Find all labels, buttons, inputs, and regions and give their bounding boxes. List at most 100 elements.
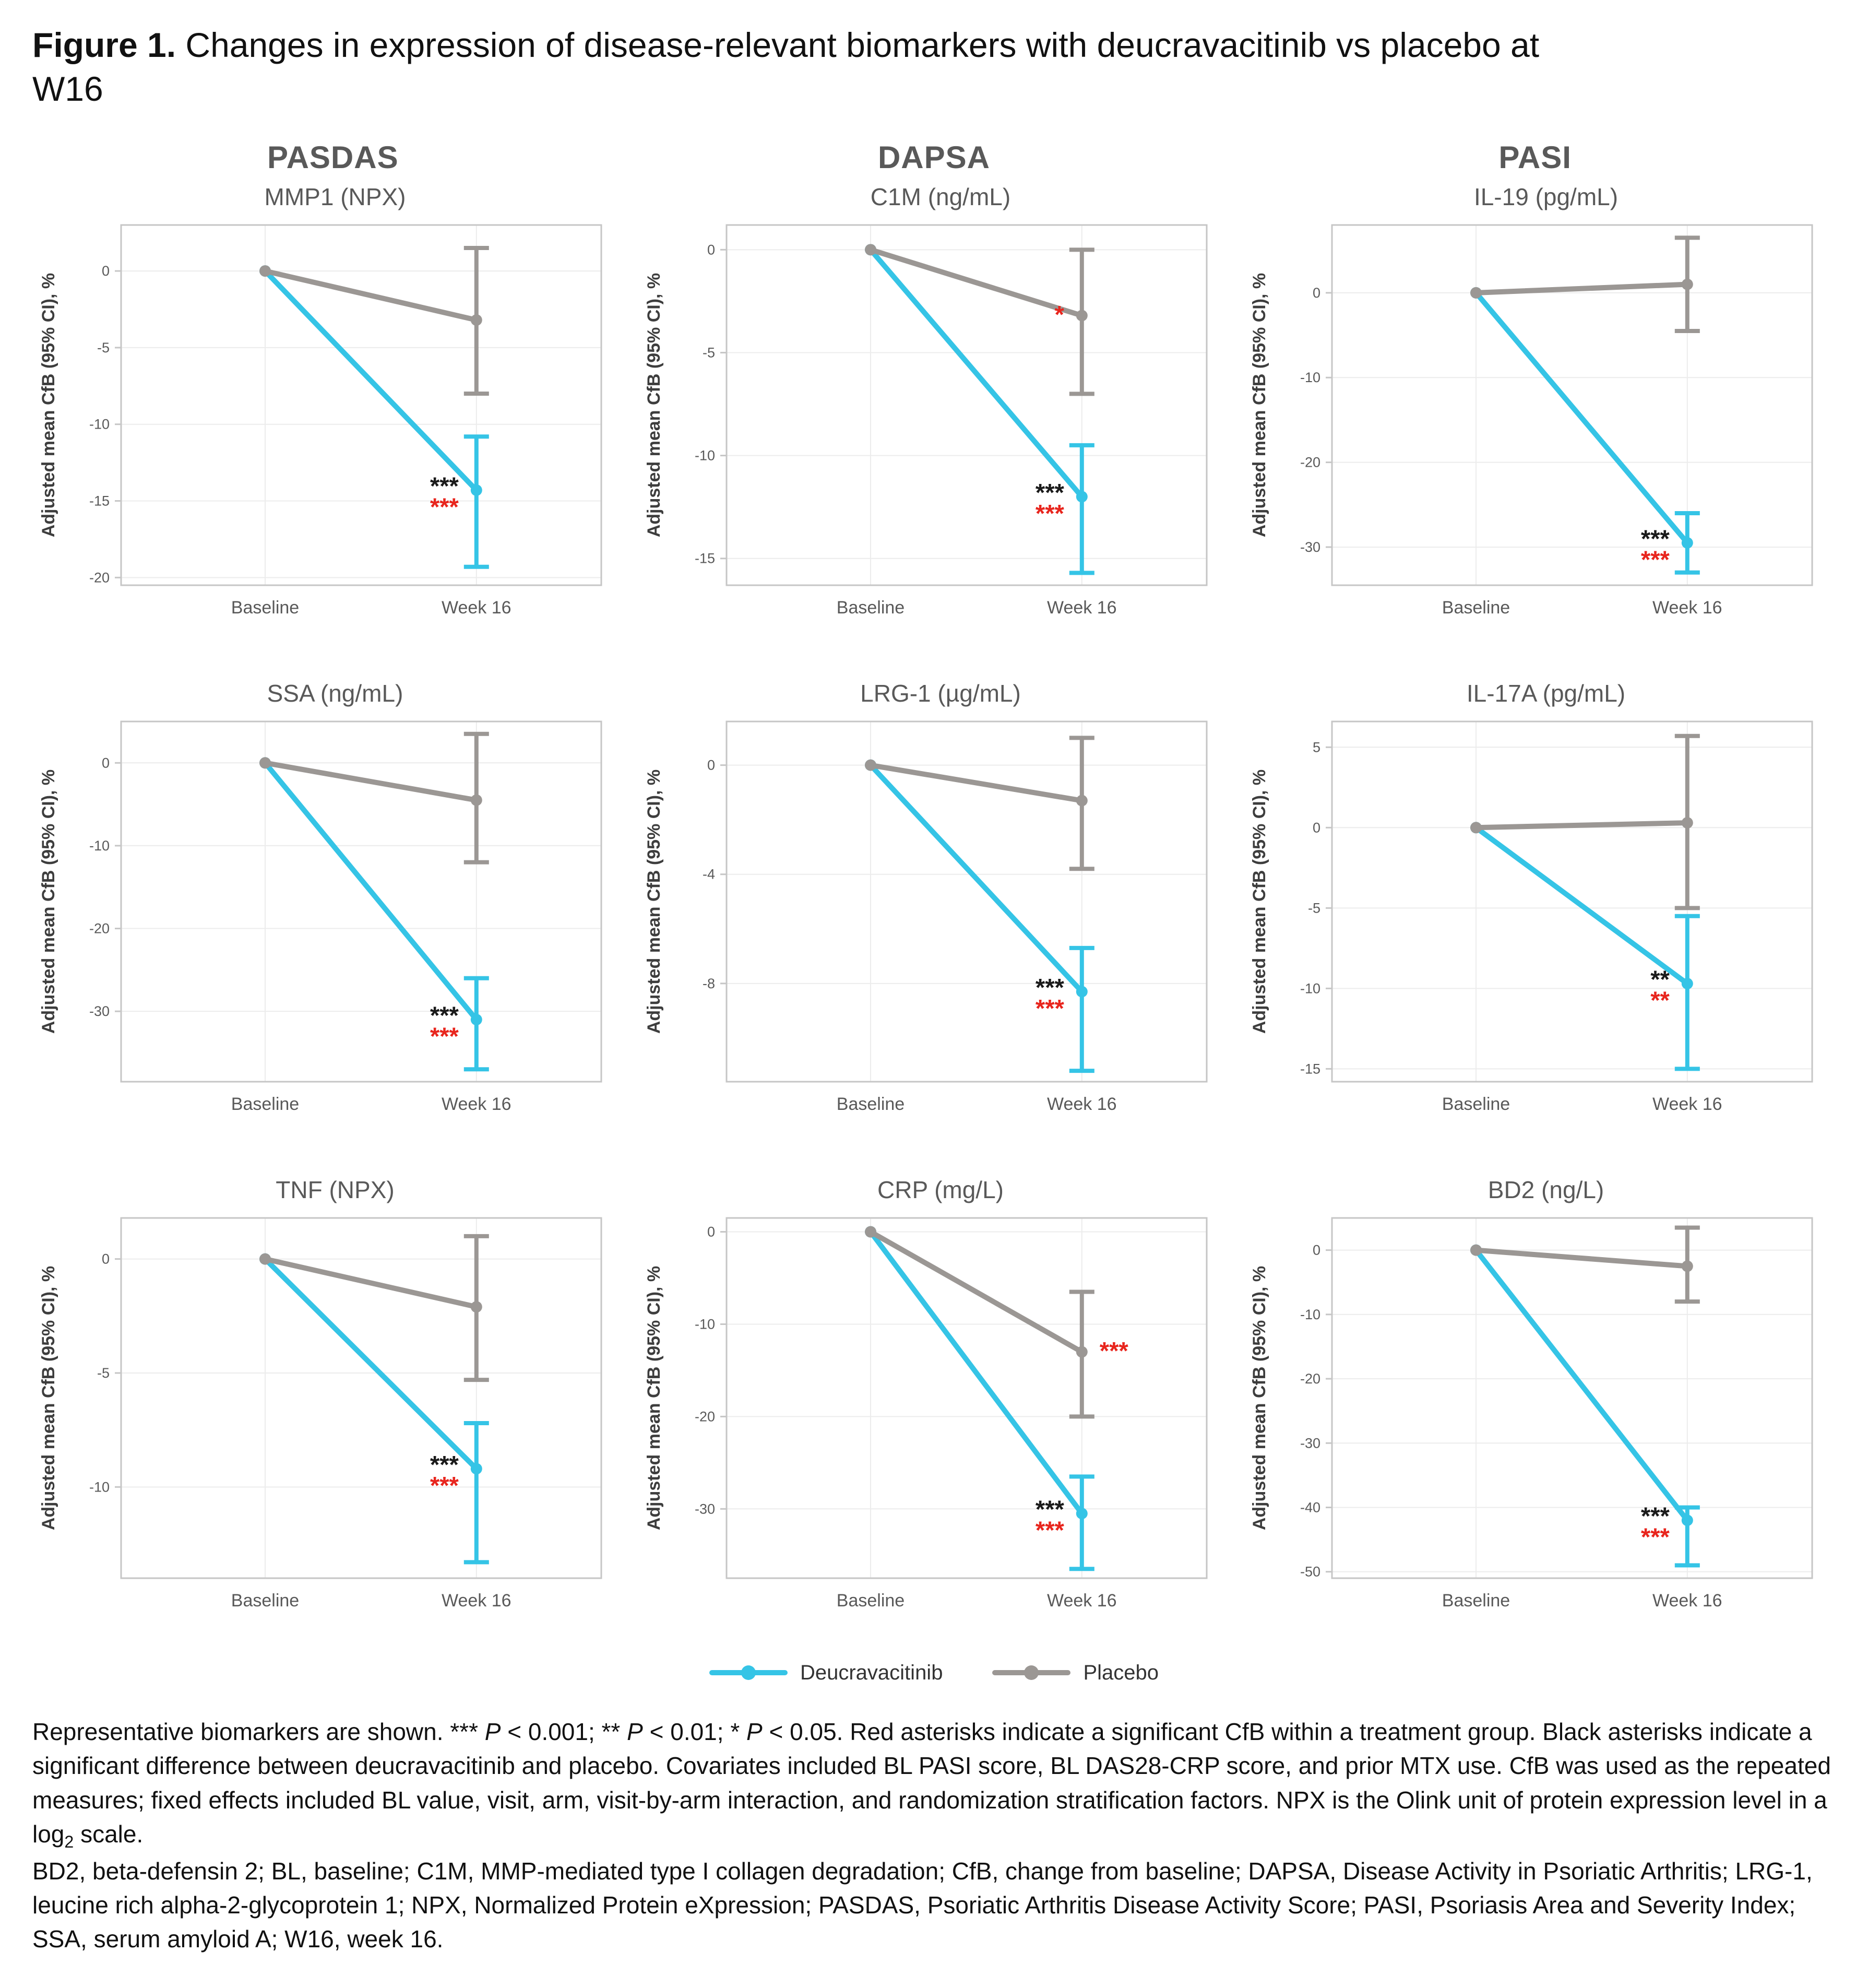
- y-axis-label: Adjusted mean CfB (95% CI), %: [1250, 273, 1269, 537]
- svg-text:-30: -30: [1300, 539, 1320, 555]
- svg-text:Week 16: Week 16: [1652, 598, 1722, 618]
- legend: Deucravacitinib Placebo: [32, 1661, 1836, 1685]
- column-header-pasdas: PASDAS: [267, 139, 399, 175]
- chart-panel-crp: CRP (mg/L) 0 -10 -20 -30 Adjusted mean CfB (9…: [638, 1176, 1243, 1643]
- y-axis: 0 -4 -8 Adjusted mean CfB (95% CI), %: [644, 758, 727, 1034]
- sig-black: ***: [1036, 1495, 1065, 1523]
- sig-black: ***: [1036, 973, 1065, 1001]
- x-axis: Baseline Week 16: [837, 1591, 1117, 1611]
- series-deucravacitinib: ******: [1470, 287, 1700, 575]
- legend-item-placebo: Placebo: [992, 1661, 1159, 1685]
- chart-panel-il-19: IL-19 (pg/mL) 0 -10 -20 -30 Adjusted mean CfB…: [1243, 183, 1849, 650]
- figure-title-text: Changes in expression of disease-relevan…: [32, 26, 1540, 109]
- y-axis-label: Adjusted mean CfB (95% CI), %: [644, 1266, 664, 1530]
- chart-panel-il-17a: IL-17A (pg/mL) 5 0 -5 -10 -15 Adjusted mean Cf…: [1243, 679, 1849, 1147]
- column-header-pasi: PASI: [1498, 139, 1572, 175]
- series-deucravacitinib: ******: [865, 244, 1094, 575]
- placebo-line-icon: [992, 1665, 1071, 1681]
- svg-text:-20: -20: [1300, 1371, 1320, 1387]
- svg-text:-30: -30: [695, 1501, 715, 1517]
- svg-text:Week 16: Week 16: [1652, 1591, 1722, 1611]
- svg-text:0: 0: [707, 758, 715, 773]
- svg-text:0: 0: [102, 755, 110, 771]
- legend-label-placebo: Placebo: [1083, 1661, 1159, 1684]
- series-placebo: [259, 731, 489, 865]
- svg-text:-5: -5: [1308, 900, 1320, 916]
- y-axis-label: Adjusted mean CfB (95% CI), %: [39, 770, 58, 1034]
- series-deucravacitinib: ******: [259, 1253, 489, 1565]
- y-axis: 0 -10 -20 -30 -40 -50 Adjusted mean CfB (95% C…: [1250, 1242, 1332, 1580]
- deucravacitinib-line-icon: [709, 1665, 788, 1681]
- chart-panel-lrg-1: LRG-1 (µg/mL) 0 -4 -8 Adjusted mean CfB (95%…: [638, 679, 1243, 1147]
- series-deucravacitinib: ******: [865, 759, 1094, 1073]
- sig-black: ***: [1036, 478, 1065, 506]
- svg-text:-10: -10: [1300, 1307, 1320, 1322]
- svg-text:-30: -30: [1300, 1435, 1320, 1451]
- x-axis: Baseline Week 16: [837, 598, 1117, 618]
- y-axis-label: Adjusted mean CfB (95% CI), %: [39, 1266, 58, 1530]
- chart-title: CRP (mg/L): [877, 1176, 1004, 1203]
- svg-text:Baseline: Baseline: [1442, 1591, 1510, 1611]
- chart-svg: 0 -4 -8 Adjusted mean CfB (95% CI), % Baseli…: [644, 720, 1208, 1114]
- chart-svg: 0 -10 -20 -30 Adjusted mean CfB (95% CI), % B…: [644, 1217, 1208, 1611]
- chart-title: IL-19 (pg/mL): [1473, 183, 1619, 210]
- svg-text:Baseline: Baseline: [231, 1591, 299, 1611]
- deucravacitinib-dot-icon: [741, 1665, 756, 1681]
- svg-text:0: 0: [707, 242, 715, 257]
- legend-label-deucravacitinib: Deucravacitinib: [800, 1661, 943, 1684]
- svg-text:-20: -20: [695, 1409, 715, 1424]
- chart-svg: 0 -10 -20 -30 -40 -50 Adjusted mean CfB (95% C…: [1250, 1217, 1813, 1611]
- svg-text:0: 0: [707, 1224, 715, 1239]
- series-deucravacitinib: ****: [1470, 822, 1700, 1071]
- y-axis: 0 -5 -10 -15 Adjusted mean CfB (95% CI), %: [644, 242, 727, 566]
- svg-text:Week 16: Week 16: [1652, 1094, 1722, 1114]
- svg-text:0: 0: [1313, 820, 1320, 835]
- svg-text:-8: -8: [703, 976, 715, 991]
- sig-red: ***: [1641, 546, 1670, 573]
- svg-text:Week 16: Week 16: [442, 1094, 511, 1114]
- svg-text:0: 0: [102, 1251, 110, 1267]
- sig-red: ***: [430, 1022, 459, 1050]
- footnotes: Representative biomarkers are shown. ***…: [32, 1715, 1836, 1957]
- sig-black: **: [1650, 965, 1670, 993]
- svg-text:Week 16: Week 16: [1047, 1591, 1117, 1611]
- svg-text:5: 5: [1313, 739, 1320, 755]
- svg-text:Week 16: Week 16: [442, 1591, 511, 1611]
- y-axis: 5 0 -5 -10 -15 Adjusted mean CfB (95% CI), %: [1250, 739, 1332, 1076]
- svg-text:-10: -10: [89, 838, 110, 854]
- chart-panel-tnf: TNF (NPX) 0 -5 -10 Adjusted mean CfB (95% CI…: [32, 1176, 638, 1643]
- y-axis: 0 -10 -20 -30 Adjusted mean CfB (95% CI), %: [39, 755, 121, 1034]
- svg-text:Baseline: Baseline: [837, 598, 905, 618]
- series-placebo: [865, 736, 1094, 871]
- svg-text:Baseline: Baseline: [231, 1094, 299, 1114]
- sig-red: ***: [1100, 1336, 1129, 1364]
- svg-text:-10: -10: [1300, 370, 1320, 385]
- svg-text:-10: -10: [1300, 980, 1320, 996]
- svg-text:-15: -15: [89, 493, 110, 508]
- svg-text:-10: -10: [695, 1316, 715, 1332]
- x-axis: Baseline Week 16: [231, 1591, 511, 1611]
- x-axis: Baseline Week 16: [231, 598, 511, 618]
- chart-svg: 0 -10 -20 -30 Adjusted mean CfB (95% CI), % B…: [1250, 224, 1813, 618]
- series-placebo: [259, 1234, 489, 1382]
- footnote-methods: Representative biomarkers are shown. ***…: [32, 1718, 1831, 1852]
- svg-text:Week 16: Week 16: [442, 598, 511, 618]
- y-axis-label: Adjusted mean CfB (95% CI), %: [39, 273, 58, 537]
- chart-title: BD2 (ng/L): [1488, 1176, 1604, 1203]
- chart-panel-ssa: SSA (ng/mL) 0 -10 -20 -30 Adjusted mean CfB (…: [32, 679, 638, 1147]
- chart-panel-bd2: BD2 (ng/L) 0 -10 -20 -30 -40 -50 Adjusted mean …: [1243, 1176, 1849, 1643]
- sig-black: ***: [430, 1450, 459, 1478]
- sig-red: *: [1055, 300, 1065, 328]
- svg-text:-5: -5: [97, 1365, 110, 1381]
- sig-red: ***: [1036, 1516, 1065, 1544]
- svg-text:-10: -10: [695, 448, 715, 464]
- chart-svg: 0 -5 -10 Adjusted mean CfB (95% CI), % Basel…: [39, 1217, 602, 1611]
- x-axis: Baseline Week 16: [231, 1094, 511, 1114]
- y-axis-label: Adjusted mean CfB (95% CI), %: [644, 273, 664, 537]
- figure-title: Figure 1. Changes in expression of disea…: [32, 23, 1603, 111]
- chart-svg: 0 -10 -20 -30 Adjusted mean CfB (95% CI), % B…: [39, 720, 602, 1114]
- chart-title: SSA (ng/mL): [267, 679, 403, 707]
- svg-text:Week 16: Week 16: [1047, 1094, 1117, 1114]
- svg-text:0: 0: [1313, 285, 1320, 301]
- svg-text:-20: -20: [89, 920, 110, 936]
